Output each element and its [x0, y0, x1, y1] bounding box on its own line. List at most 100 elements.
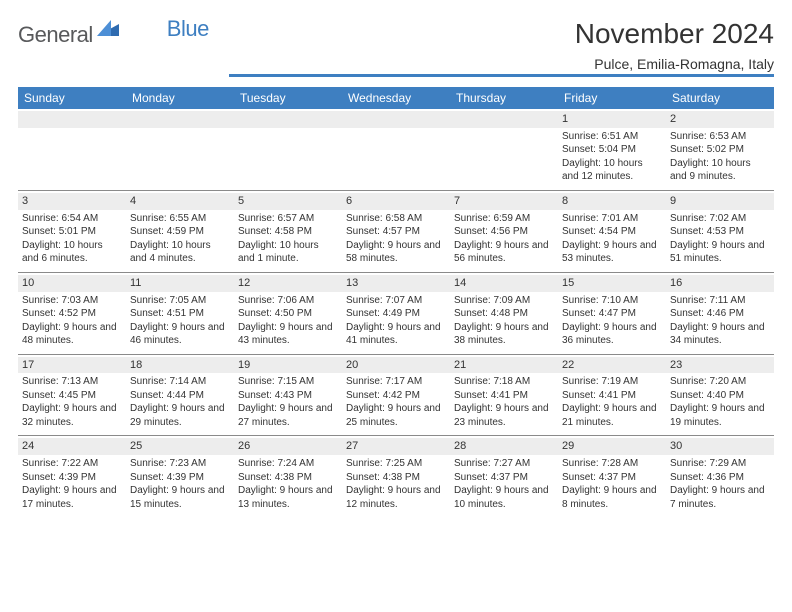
- sunrise-text: Sunrise: 7:11 AM: [670, 294, 770, 308]
- sunset-text: Sunset: 4:36 PM: [670, 471, 770, 485]
- calendar-cell: 18Sunrise: 7:14 AMSunset: 4:44 PMDayligh…: [126, 354, 234, 436]
- sunset-text: Sunset: 5:02 PM: [670, 143, 770, 157]
- sunset-text: Sunset: 4:46 PM: [670, 307, 770, 321]
- daylight-text: Daylight: 9 hours and 41 minutes.: [346, 321, 446, 348]
- sunrise-text: Sunrise: 7:14 AM: [130, 375, 230, 389]
- calendar-cell: 6Sunrise: 6:58 AMSunset: 4:57 PMDaylight…: [342, 190, 450, 272]
- daylight-text: Daylight: 9 hours and 13 minutes.: [238, 484, 338, 511]
- calendar-cell: 24Sunrise: 7:22 AMSunset: 4:39 PMDayligh…: [18, 436, 126, 517]
- daylight-text: Daylight: 9 hours and 46 minutes.: [130, 321, 230, 348]
- day-number: 8: [558, 193, 666, 210]
- sunset-text: Sunset: 4:51 PM: [130, 307, 230, 321]
- brand-name-2: Blue: [167, 16, 209, 42]
- sunrise-text: Sunrise: 7:18 AM: [454, 375, 554, 389]
- day-number: [234, 111, 342, 128]
- day-number: 20: [342, 357, 450, 374]
- daylight-text: Daylight: 9 hours and 17 minutes.: [22, 484, 122, 511]
- daylight-text: Daylight: 10 hours and 6 minutes.: [22, 239, 122, 266]
- day-number: 21: [450, 357, 558, 374]
- daylight-text: Daylight: 9 hours and 27 minutes.: [238, 402, 338, 429]
- sunrise-text: Sunrise: 7:20 AM: [670, 375, 770, 389]
- sunrise-text: Sunrise: 7:07 AM: [346, 294, 446, 308]
- day-number: [450, 111, 558, 128]
- calendar-cell: 19Sunrise: 7:15 AMSunset: 4:43 PMDayligh…: [234, 354, 342, 436]
- daylight-text: Daylight: 10 hours and 1 minute.: [238, 239, 338, 266]
- day-number: 15: [558, 275, 666, 292]
- daylight-text: Daylight: 9 hours and 34 minutes.: [670, 321, 770, 348]
- calendar-cell: 25Sunrise: 7:23 AMSunset: 4:39 PMDayligh…: [126, 436, 234, 517]
- daylight-text: Daylight: 10 hours and 12 minutes.: [562, 157, 662, 184]
- daylight-text: Daylight: 9 hours and 8 minutes.: [562, 484, 662, 511]
- sunset-text: Sunset: 4:41 PM: [454, 389, 554, 403]
- day-number: 14: [450, 275, 558, 292]
- day-number: 6: [342, 193, 450, 210]
- daylight-text: Daylight: 9 hours and 48 minutes.: [22, 321, 122, 348]
- calendar-cell: [234, 109, 342, 190]
- day-number: 26: [234, 438, 342, 455]
- sunrise-text: Sunrise: 7:13 AM: [22, 375, 122, 389]
- calendar-week-row: 10Sunrise: 7:03 AMSunset: 4:52 PMDayligh…: [18, 272, 774, 354]
- calendar-cell: 4Sunrise: 6:55 AMSunset: 4:59 PMDaylight…: [126, 190, 234, 272]
- sunrise-text: Sunrise: 7:06 AM: [238, 294, 338, 308]
- sunset-text: Sunset: 4:45 PM: [22, 389, 122, 403]
- title-block: November 2024 Pulce, Emilia-Romagna, Ita…: [229, 18, 774, 77]
- sunset-text: Sunset: 4:56 PM: [454, 225, 554, 239]
- calendar-cell: 29Sunrise: 7:28 AMSunset: 4:37 PMDayligh…: [558, 436, 666, 517]
- day-number: 7: [450, 193, 558, 210]
- sunset-text: Sunset: 4:38 PM: [346, 471, 446, 485]
- sunset-text: Sunset: 4:59 PM: [130, 225, 230, 239]
- sunrise-text: Sunrise: 6:53 AM: [670, 130, 770, 144]
- daylight-text: Daylight: 9 hours and 23 minutes.: [454, 402, 554, 429]
- calendar-cell: 2Sunrise: 6:53 AMSunset: 5:02 PMDaylight…: [666, 109, 774, 190]
- day-number: 17: [18, 357, 126, 374]
- daylight-text: Daylight: 9 hours and 29 minutes.: [130, 402, 230, 429]
- day-number: [342, 111, 450, 128]
- day-number: 4: [126, 193, 234, 210]
- sunrise-text: Sunrise: 7:19 AM: [562, 375, 662, 389]
- day-number: 24: [18, 438, 126, 455]
- sunset-text: Sunset: 5:04 PM: [562, 143, 662, 157]
- day-header: Tuesday: [234, 87, 342, 109]
- daylight-text: Daylight: 9 hours and 32 minutes.: [22, 402, 122, 429]
- daylight-text: Daylight: 9 hours and 53 minutes.: [562, 239, 662, 266]
- sunset-text: Sunset: 4:54 PM: [562, 225, 662, 239]
- day-number: 11: [126, 275, 234, 292]
- day-number: 13: [342, 275, 450, 292]
- daylight-text: Daylight: 9 hours and 19 minutes.: [670, 402, 770, 429]
- sunrise-text: Sunrise: 6:58 AM: [346, 212, 446, 226]
- calendar-cell: 3Sunrise: 6:54 AMSunset: 5:01 PMDaylight…: [18, 190, 126, 272]
- daylight-text: Daylight: 9 hours and 21 minutes.: [562, 402, 662, 429]
- calendar-cell: 30Sunrise: 7:29 AMSunset: 4:36 PMDayligh…: [666, 436, 774, 517]
- day-number: 5: [234, 193, 342, 210]
- day-number: 30: [666, 438, 774, 455]
- calendar-week-row: 24Sunrise: 7:22 AMSunset: 4:39 PMDayligh…: [18, 436, 774, 517]
- brand-mark-icon: [97, 16, 119, 42]
- sunrise-text: Sunrise: 7:09 AM: [454, 294, 554, 308]
- calendar-cell: 5Sunrise: 6:57 AMSunset: 4:58 PMDaylight…: [234, 190, 342, 272]
- sunrise-text: Sunrise: 7:17 AM: [346, 375, 446, 389]
- calendar-week-row: 3Sunrise: 6:54 AMSunset: 5:01 PMDaylight…: [18, 190, 774, 272]
- day-number: 22: [558, 357, 666, 374]
- calendar-week-row: 1Sunrise: 6:51 AMSunset: 5:04 PMDaylight…: [18, 109, 774, 190]
- sunrise-text: Sunrise: 6:57 AM: [238, 212, 338, 226]
- sunset-text: Sunset: 4:40 PM: [670, 389, 770, 403]
- sunrise-text: Sunrise: 7:03 AM: [22, 294, 122, 308]
- calendar-cell: 10Sunrise: 7:03 AMSunset: 4:52 PMDayligh…: [18, 272, 126, 354]
- sunset-text: Sunset: 4:47 PM: [562, 307, 662, 321]
- day-number: 12: [234, 275, 342, 292]
- calendar-body: 1Sunrise: 6:51 AMSunset: 5:04 PMDaylight…: [18, 109, 774, 517]
- sunset-text: Sunset: 4:50 PM: [238, 307, 338, 321]
- day-header: Wednesday: [342, 87, 450, 109]
- calendar-cell: 16Sunrise: 7:11 AMSunset: 4:46 PMDayligh…: [666, 272, 774, 354]
- sunrise-text: Sunrise: 7:22 AM: [22, 457, 122, 471]
- calendar-cell: 21Sunrise: 7:18 AMSunset: 4:41 PMDayligh…: [450, 354, 558, 436]
- calendar-cell: [126, 109, 234, 190]
- sunset-text: Sunset: 4:38 PM: [238, 471, 338, 485]
- calendar-cell: 11Sunrise: 7:05 AMSunset: 4:51 PMDayligh…: [126, 272, 234, 354]
- sunrise-text: Sunrise: 7:02 AM: [670, 212, 770, 226]
- day-header: Thursday: [450, 87, 558, 109]
- daylight-text: Daylight: 9 hours and 15 minutes.: [130, 484, 230, 511]
- daylight-text: Daylight: 9 hours and 25 minutes.: [346, 402, 446, 429]
- brand-name-1: General: [18, 22, 93, 48]
- calendar-cell: 28Sunrise: 7:27 AMSunset: 4:37 PMDayligh…: [450, 436, 558, 517]
